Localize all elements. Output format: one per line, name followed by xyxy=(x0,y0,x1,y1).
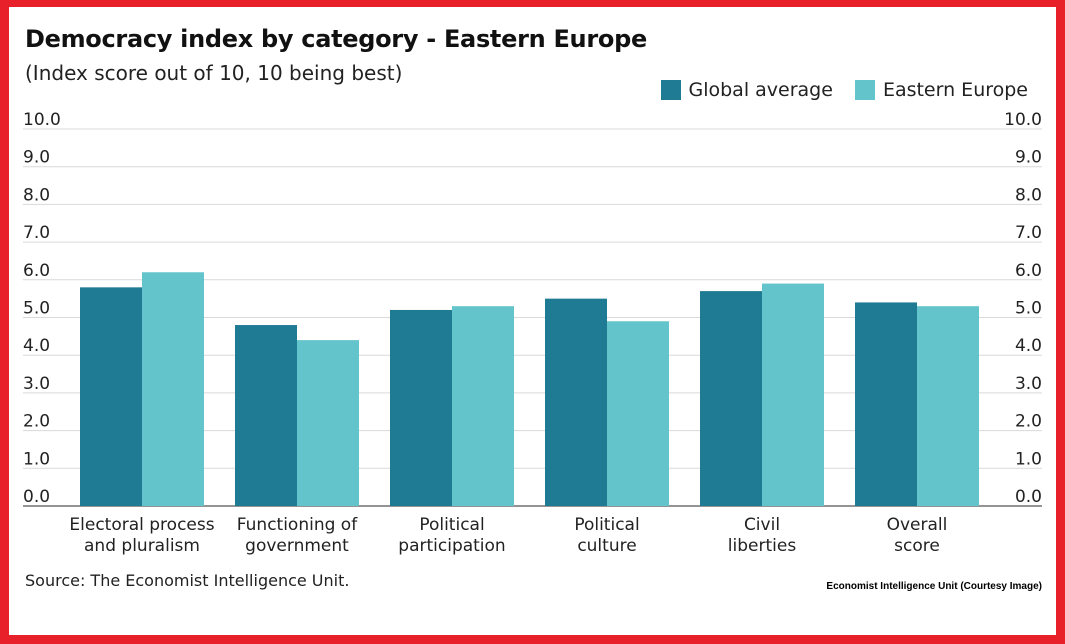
bar-chart: 0.0 0.0 1.0 1.0 2.0 2.0 3.0 3.0 4.0 4.0 5.0 5.0 6.0 6… xyxy=(23,110,1042,556)
bar-global-average xyxy=(545,298,607,506)
y-tick-label-left: 0.0 xyxy=(23,487,50,507)
y-tick-label-left: 4.0 xyxy=(23,336,50,356)
y-tick-label-right: 1.0 xyxy=(1015,449,1042,469)
y-tick-label-left: 10.0 xyxy=(23,110,61,130)
legend-item-global: Global average xyxy=(660,79,833,101)
legend-item-eastern: Eastern Europe xyxy=(854,79,1028,101)
bar-global-average xyxy=(390,309,452,506)
y-tick-label-right: 5.0 xyxy=(1015,299,1042,319)
y-tick-label-right: 9.0 xyxy=(1015,148,1042,168)
y-tick-label-left: 7.0 xyxy=(23,223,50,243)
bar-global-average xyxy=(80,287,142,506)
image-credit: Economist Intelligence Unit (Courtesy Im… xyxy=(826,581,1042,592)
y-tick-label-right: 4.0 xyxy=(1015,336,1042,356)
bar-eastern-europe xyxy=(297,340,359,506)
y-tick-label-left: 2.0 xyxy=(23,412,50,432)
y-tick-label-left: 6.0 xyxy=(23,261,50,281)
bar-eastern-europe xyxy=(917,306,979,506)
y-tick-label-left: 8.0 xyxy=(23,185,50,205)
x-category-label: Civil liberties xyxy=(728,515,797,556)
legend-swatch-eastern xyxy=(854,80,875,100)
x-category-label: Electoral process and pluralism xyxy=(69,515,214,556)
chart-subtitle: (Index score out of 10, 10 being best) xyxy=(25,61,403,85)
bar-global-average xyxy=(855,302,917,506)
y-tick-label-right: 6.0 xyxy=(1015,261,1042,281)
y-tick-label-left: 9.0 xyxy=(23,148,50,168)
legend-label-eastern: Eastern Europe xyxy=(882,79,1028,101)
y-tick-label-left: 1.0 xyxy=(23,449,50,469)
x-category-label: Overall score xyxy=(887,515,948,556)
bar-global-average xyxy=(700,291,762,506)
bar-global-average xyxy=(235,325,297,506)
y-tick-label-right: 8.0 xyxy=(1015,185,1042,205)
y-tick-label-left: 5.0 xyxy=(23,299,50,319)
bar-eastern-europe xyxy=(452,306,514,506)
legend-label-global: Global average xyxy=(688,79,833,101)
y-tick-label-right: 3.0 xyxy=(1015,374,1042,394)
y-tick-label-left: 3.0 xyxy=(23,374,50,394)
chart-title: Democracy index by category - Eastern Eu… xyxy=(25,25,647,53)
x-category-label: Functioning of government xyxy=(237,515,358,556)
bar-eastern-europe xyxy=(762,283,824,506)
x-category-label: Political culture xyxy=(574,515,639,556)
bar-eastern-europe xyxy=(142,272,204,506)
y-tick-label-right: 0.0 xyxy=(1015,487,1042,507)
legend-swatch-global xyxy=(660,80,681,100)
y-tick-label-right: 7.0 xyxy=(1015,223,1042,243)
legend: Global average Eastern Europe xyxy=(660,79,1028,101)
bar-eastern-europe xyxy=(607,321,669,506)
y-tick-label-right: 10.0 xyxy=(1004,110,1042,130)
source-note: Source: The Economist Intelligence Unit. xyxy=(25,571,350,590)
x-category-label: Political participation xyxy=(398,515,505,556)
chart-card: Democracy index by category - Eastern Eu… xyxy=(9,7,1056,635)
y-tick-label-right: 2.0 xyxy=(1015,412,1042,432)
